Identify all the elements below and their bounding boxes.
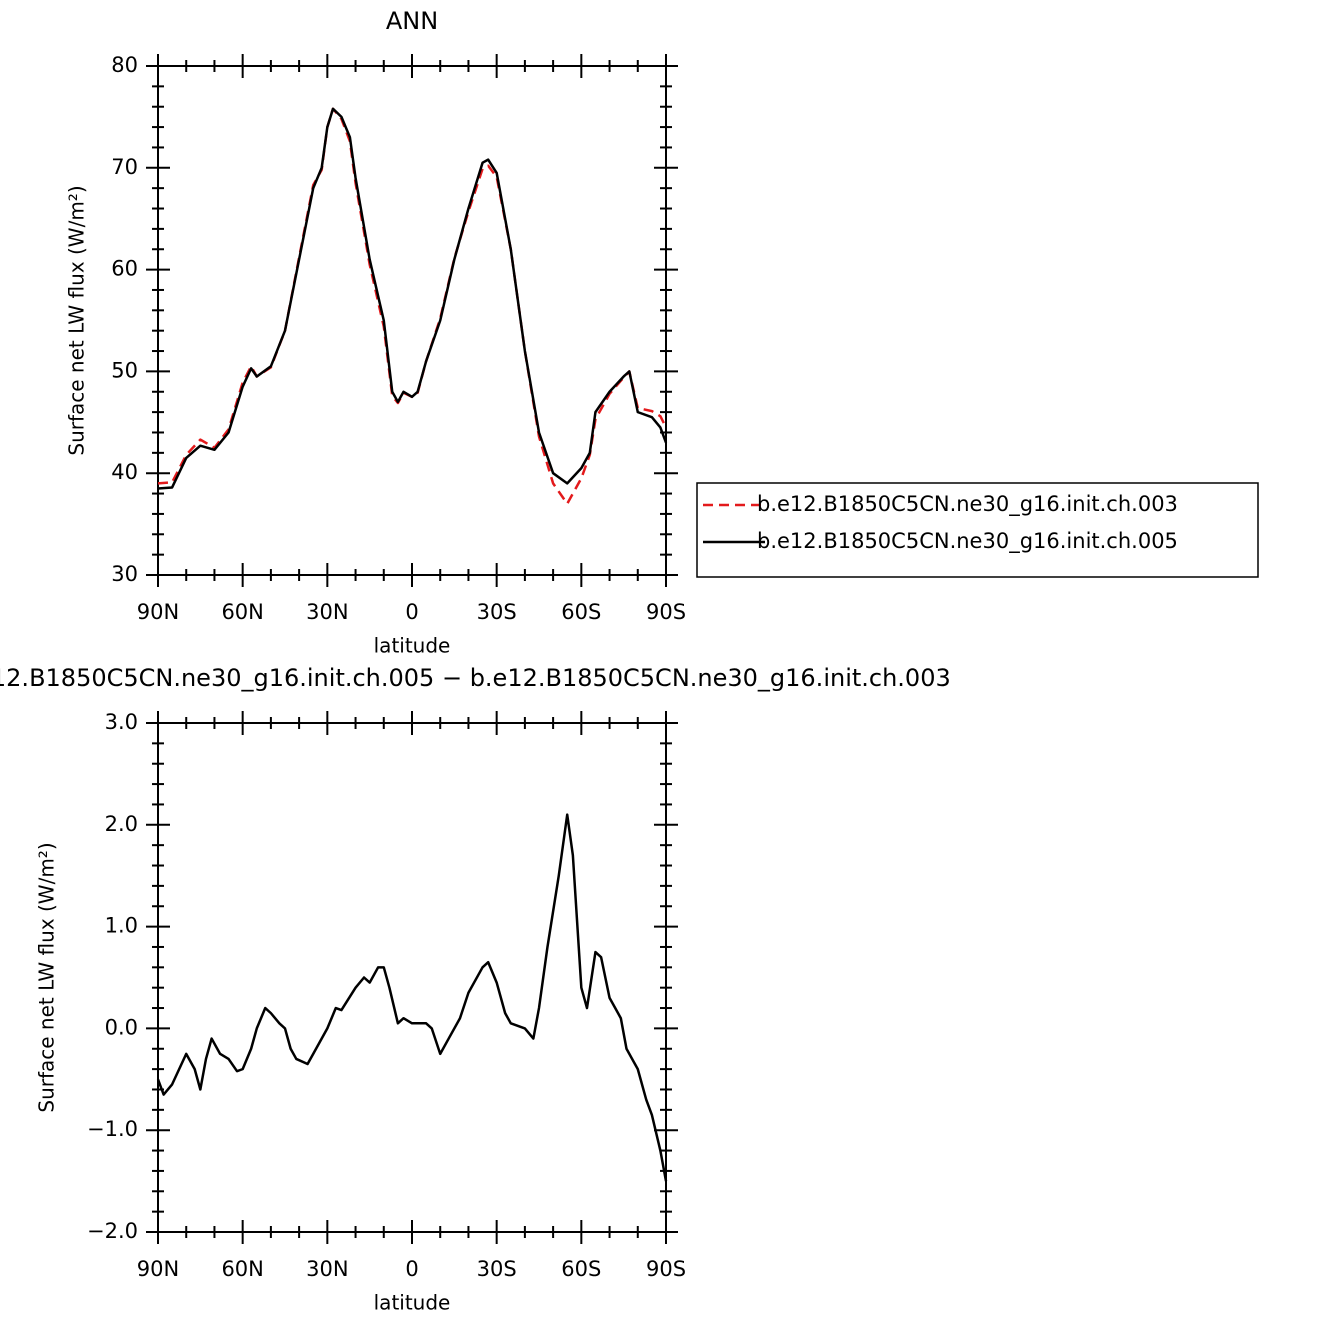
legend-box: [696, 482, 1259, 578]
y-tick-label: −2.0: [87, 1219, 138, 1243]
y-tick-label: 60: [111, 257, 138, 281]
y-axis-label: Surface net LW flux (W/m²): [65, 185, 89, 455]
y-tick-label: 30: [111, 562, 138, 586]
x-tick-label: 90S: [646, 600, 686, 624]
x-axis-label: latitude: [374, 1291, 451, 1315]
y-tick-label: 3.0: [105, 710, 138, 734]
plot-frame: [157, 65, 667, 576]
y-tick-label: 40: [111, 460, 138, 484]
x-tick-label: 90N: [137, 1257, 179, 1281]
x-tick-label: 30S: [477, 1257, 517, 1281]
y-tick-label: 1.0: [105, 914, 138, 938]
x-tick-label: 60N: [221, 1257, 263, 1281]
y-axis-label: Surface net LW flux (W/m²): [35, 842, 59, 1112]
legend-label: b.e12.B1850C5CN.ne30_g16.init.ch.003: [757, 492, 1178, 517]
y-tick-label: 0.0: [105, 1015, 138, 1039]
legend-label: b.e12.B1850C5CN.ne30_g16.init.ch.005: [757, 529, 1178, 554]
data-line: [157, 107, 668, 490]
x-tick-label: 60S: [561, 1257, 601, 1281]
x-tick-label: 60S: [561, 600, 601, 624]
data-line: [156, 813, 668, 1182]
plot-frame: [157, 722, 667, 1233]
x-tick-label: 0: [405, 1257, 418, 1281]
y-tick-label: 80: [111, 53, 138, 77]
x-axis-label: latitude: [374, 634, 451, 658]
y-tick-label: −1.0: [87, 1117, 138, 1141]
x-tick-label: 30N: [306, 600, 348, 624]
y-tick-label: 70: [111, 155, 138, 179]
x-tick-label: 60N: [221, 600, 263, 624]
x-tick-label: 90S: [646, 1257, 686, 1281]
x-tick-label: 30N: [306, 1257, 348, 1281]
x-tick-label: 30S: [477, 600, 517, 624]
chart-title: b.e12.B1850C5CN.ne30_g16.init.ch.005 − b…: [0, 664, 951, 692]
chart-title: ANN: [386, 7, 438, 35]
x-tick-label: 90N: [137, 600, 179, 624]
y-tick-label: 50: [111, 358, 138, 382]
x-tick-label: 0: [405, 600, 418, 624]
y-tick-label: 2.0: [105, 812, 138, 836]
